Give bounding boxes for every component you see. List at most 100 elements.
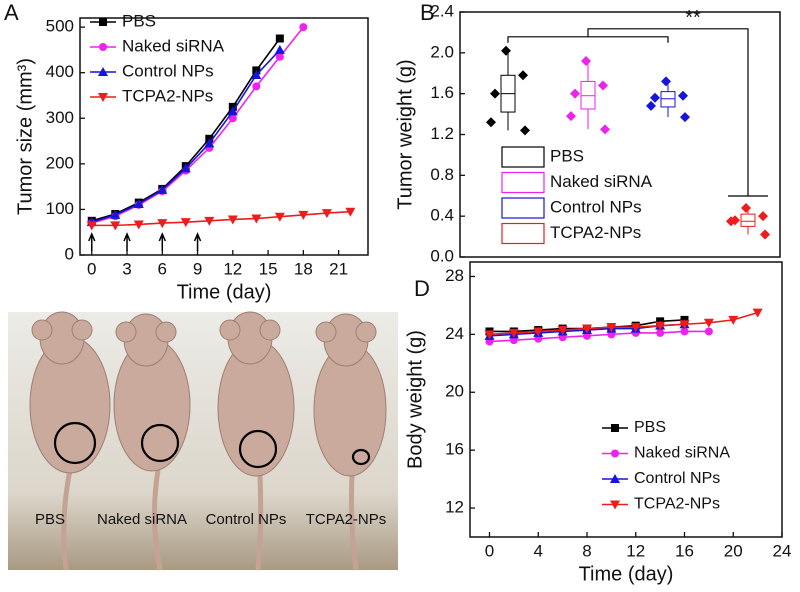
marker bbox=[630, 323, 641, 333]
marker bbox=[345, 207, 356, 217]
marker bbox=[598, 80, 608, 91]
legend-label: Naked siRNA bbox=[122, 36, 225, 55]
marker bbox=[518, 70, 528, 81]
marker bbox=[110, 221, 121, 231]
marker bbox=[484, 330, 495, 340]
marker bbox=[650, 92, 660, 103]
marker bbox=[533, 327, 544, 337]
marker bbox=[752, 308, 763, 318]
marker bbox=[501, 45, 511, 56]
marker bbox=[606, 323, 617, 333]
marker bbox=[86, 221, 97, 231]
marker bbox=[520, 125, 530, 136]
legend-label: PBS bbox=[550, 146, 584, 165]
legend-label: Control NPs bbox=[634, 470, 720, 487]
x-axis-label: Time (day) bbox=[579, 563, 674, 585]
marker bbox=[251, 214, 262, 224]
legend-swatch bbox=[501, 146, 545, 168]
marker bbox=[610, 500, 620, 510]
marker bbox=[275, 52, 284, 61]
y-tick-label: 100 bbox=[46, 199, 74, 218]
series-line bbox=[489, 330, 709, 343]
box bbox=[740, 213, 756, 227]
marker bbox=[582, 324, 592, 334]
panel-letter: A bbox=[4, 0, 19, 25]
marker bbox=[298, 210, 309, 220]
marker bbox=[760, 229, 770, 240]
marker bbox=[646, 100, 656, 111]
marker bbox=[741, 203, 751, 213]
marker bbox=[680, 112, 690, 123]
marker bbox=[758, 211, 768, 222]
marker bbox=[566, 111, 576, 122]
y-tick-label: 24 bbox=[445, 324, 464, 343]
marker bbox=[600, 124, 610, 135]
marker bbox=[321, 209, 332, 219]
marker bbox=[557, 326, 568, 336]
marker bbox=[679, 320, 690, 330]
box bbox=[580, 80, 596, 110]
y-tick-label: 12 bbox=[445, 498, 464, 517]
series-line bbox=[489, 311, 758, 336]
x-tick-label: 9 bbox=[193, 259, 202, 278]
photo-label: PBS bbox=[35, 511, 65, 528]
x-axis-label: Time (day) bbox=[177, 281, 272, 303]
marker bbox=[508, 328, 519, 338]
photo-label: Naked siRNA bbox=[97, 511, 187, 528]
marker bbox=[98, 67, 108, 76]
photo-label: Control NPs bbox=[206, 511, 287, 528]
marker bbox=[157, 184, 168, 194]
marker bbox=[611, 424, 619, 432]
marker bbox=[486, 117, 496, 128]
legend-label: TCPA2-NPs bbox=[550, 223, 641, 242]
photo bbox=[8, 311, 398, 571]
tumor-circles bbox=[53, 421, 371, 469]
x-tick-label: 20 bbox=[724, 541, 743, 560]
legend-label: PBS bbox=[634, 419, 666, 436]
marker bbox=[204, 138, 215, 148]
x-tick-label: 0 bbox=[87, 259, 96, 278]
marker bbox=[98, 93, 108, 102]
marker bbox=[227, 215, 238, 225]
marker bbox=[680, 327, 689, 336]
dosing-arrow bbox=[193, 232, 202, 251]
marker bbox=[728, 315, 739, 325]
series-line bbox=[91, 26, 304, 224]
mice bbox=[29, 311, 387, 571]
dosing-arrow bbox=[88, 232, 96, 251]
y-axis-label: Tumor weight (g) bbox=[394, 59, 416, 209]
marker bbox=[133, 220, 144, 230]
marker bbox=[726, 216, 736, 227]
marker bbox=[656, 328, 665, 337]
series-line bbox=[91, 210, 351, 227]
significance-bracket bbox=[507, 28, 768, 197]
marker bbox=[180, 163, 191, 173]
marker bbox=[490, 88, 500, 99]
marker bbox=[228, 114, 237, 123]
y-axis-label: Tumor size (mm³) bbox=[14, 58, 36, 215]
y-tick-label: 1.2 bbox=[430, 124, 454, 143]
marker bbox=[704, 327, 713, 336]
y-tick-label: 16 bbox=[445, 440, 464, 459]
x-tick-label: 8 bbox=[582, 541, 591, 560]
y-tick-label: 0.0 bbox=[430, 246, 454, 265]
marker bbox=[299, 23, 308, 32]
y-tick-label: 1.6 bbox=[430, 83, 454, 102]
marker bbox=[251, 69, 262, 79]
y-tick-label: 0.4 bbox=[430, 206, 454, 225]
legend-label: Control NPs bbox=[550, 197, 642, 216]
x-tick-label: 12 bbox=[626, 541, 645, 560]
x-tick-label: 3 bbox=[122, 259, 131, 278]
dosing-arrow bbox=[123, 232, 131, 251]
marker bbox=[99, 18, 107, 26]
x-tick-label: 21 bbox=[329, 259, 348, 278]
panel-letter: D bbox=[414, 276, 430, 301]
x-tick-label: 12 bbox=[223, 259, 242, 278]
marker bbox=[678, 90, 688, 101]
y-tick-label: 0.8 bbox=[430, 165, 454, 184]
y-tick-label: 2.0 bbox=[430, 42, 454, 61]
legend-label: Naked siRNA bbox=[550, 172, 653, 191]
legend-swatch bbox=[501, 197, 545, 219]
marker bbox=[274, 212, 285, 222]
y-tick-label: 500 bbox=[46, 17, 74, 36]
